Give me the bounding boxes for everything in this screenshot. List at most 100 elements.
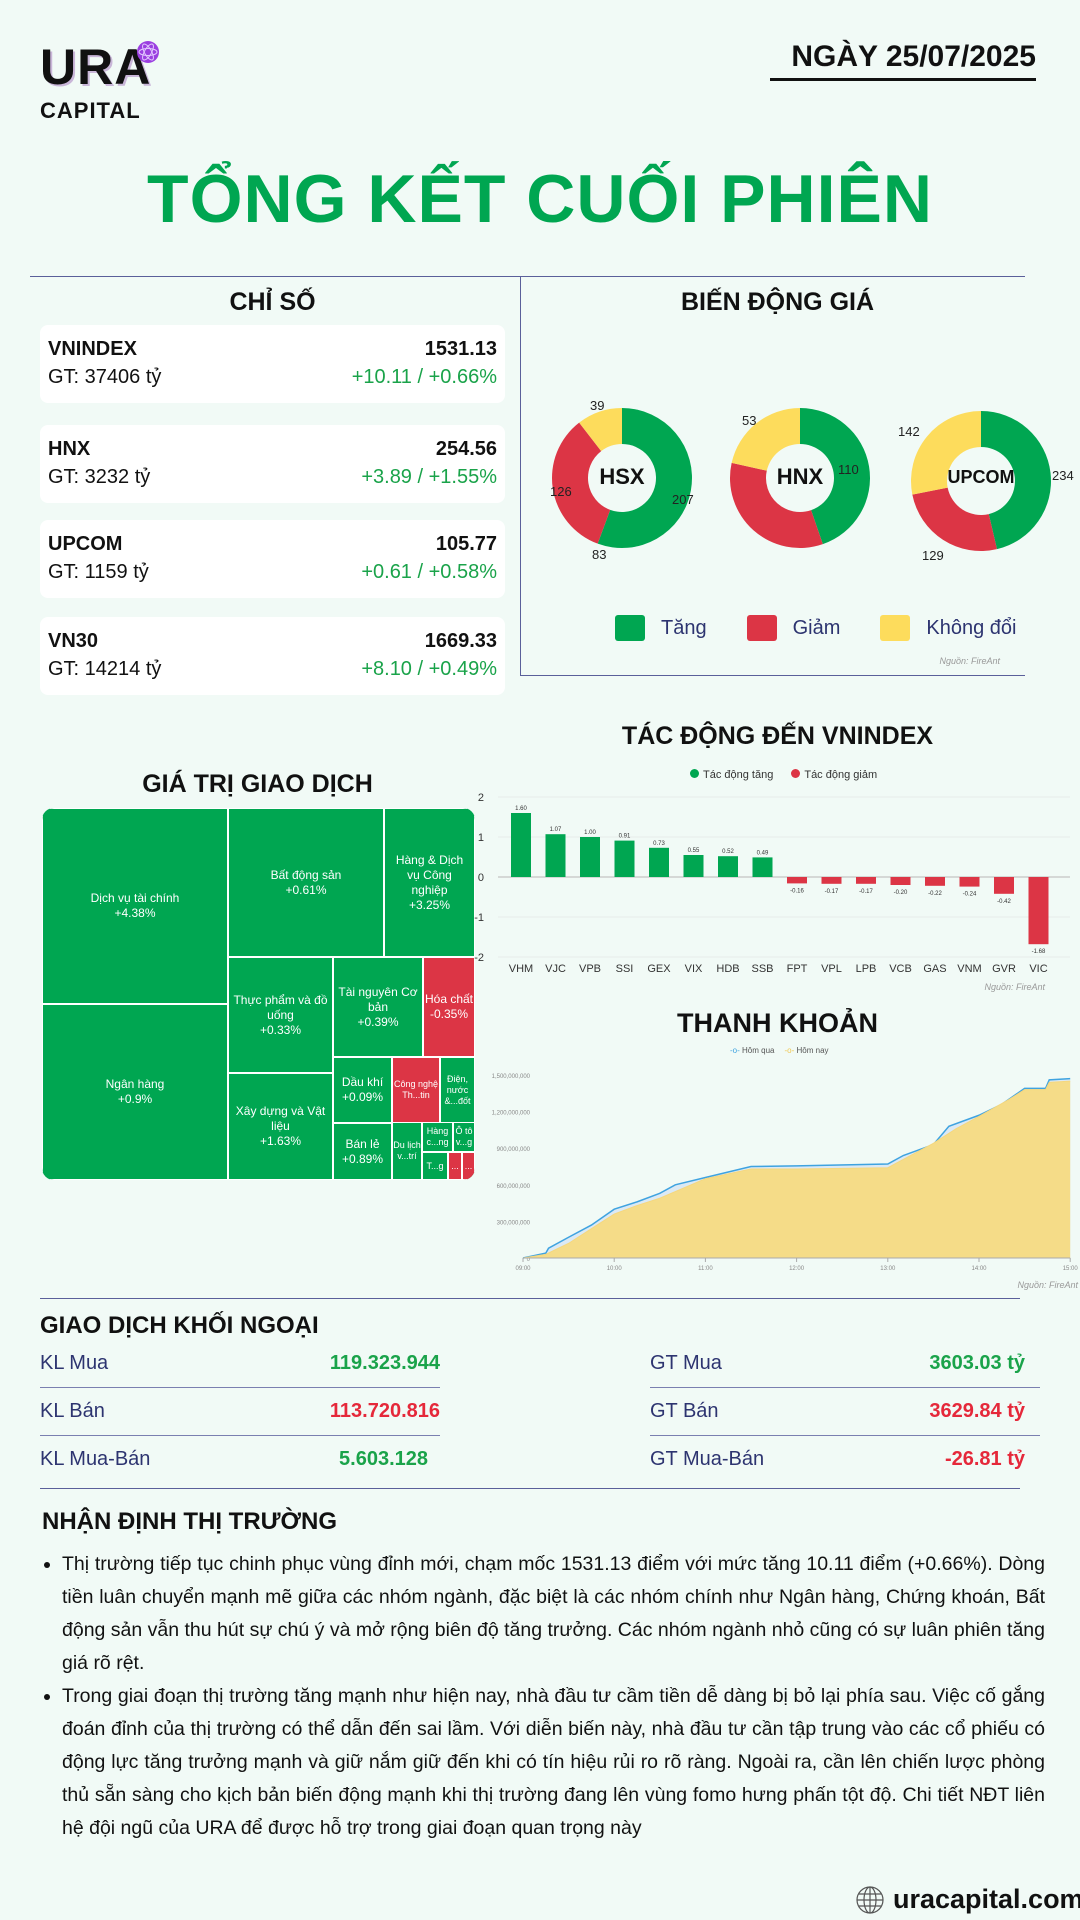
donut-slice-down bbox=[552, 422, 611, 544]
legend-down: Giảm bbox=[746, 615, 840, 641]
bar-value-label: 1.60 bbox=[515, 806, 527, 812]
index-card[interactable]: HNX 254.56 GT: 3232 tỷ +3.89 / +1.55% bbox=[40, 425, 505, 503]
index-change: +3.89 / +1.55% bbox=[361, 466, 497, 488]
x-category-label: LPB bbox=[856, 963, 877, 975]
treemap-cell[interactable]: Ngân hàng +0.9% bbox=[42, 1004, 228, 1180]
legend-yesterday: -o- Hôm qua bbox=[730, 1046, 775, 1055]
donut-value-label: 39 bbox=[590, 398, 605, 413]
index-row-top: HNX 254.56 bbox=[48, 435, 497, 463]
logo-subtext: CAPITAL bbox=[40, 98, 141, 123]
index-card[interactable]: UPCOM 105.77 GT: 1159 tỷ +0.61 / +0.58% bbox=[40, 520, 505, 598]
y-tick-label: 0 bbox=[478, 872, 484, 884]
bar-LPB bbox=[856, 877, 876, 884]
index-value: 254.56 bbox=[435, 438, 497, 460]
price-move-heading: BIẾN ĐỘNG GIÁ bbox=[680, 288, 875, 316]
treemap-cell[interactable]: Hàng & Dịch vụ Công nghiệp +3.25% bbox=[384, 808, 475, 957]
report-date: NGÀY 25/07/2025 bbox=[770, 40, 1036, 81]
divider bbox=[30, 276, 1025, 277]
y-tick-label: 0 bbox=[527, 1257, 531, 1263]
index-trading-value: GT: 37406 tỷ bbox=[48, 366, 162, 388]
bar-GVR bbox=[994, 877, 1014, 894]
legend-swatch bbox=[746, 615, 777, 641]
foreign-value: 3629.84 tỷ bbox=[929, 1400, 1025, 1422]
legend-swatch bbox=[880, 615, 911, 641]
index-name: VNINDEX bbox=[48, 338, 137, 360]
foreign-row: GT Bán 3629.84 tỷ bbox=[650, 1400, 1040, 1436]
index-trading-value: GT: 3232 tỷ bbox=[48, 466, 151, 488]
bar-value-label: 1.07 bbox=[550, 827, 562, 833]
divider bbox=[520, 276, 521, 676]
x-category-label: VIX bbox=[685, 963, 703, 975]
index-trading-value: GT: 14214 tỷ bbox=[48, 658, 162, 680]
foreign-row: KL Bán 113.720.816 bbox=[40, 1400, 440, 1436]
foreign-label: GT Bán bbox=[650, 1400, 719, 1422]
donut-center-label: HSX bbox=[599, 464, 645, 489]
logo-text: URA bbox=[40, 39, 152, 95]
donut-chart bbox=[911, 411, 1051, 551]
index-trading-value: GT: 1159 tỷ bbox=[48, 561, 149, 583]
index-row-bottom: GT: 1159 tỷ +0.61 / +0.58% bbox=[48, 558, 497, 586]
treemap-cell[interactable]: Hóa chất -0.35% bbox=[423, 957, 475, 1057]
foreign-label: KL Mua bbox=[40, 1352, 109, 1374]
treemap-cell[interactable]: Xây dựng và Vật liệu +1.63% bbox=[228, 1073, 333, 1180]
bar-FPT bbox=[787, 877, 807, 884]
x-tick-label: 12:00 bbox=[789, 1266, 805, 1272]
legend-label: Không đổi bbox=[926, 616, 1017, 639]
treemap-cell[interactable]: Hàng c...ng bbox=[422, 1122, 453, 1152]
index-card[interactable]: VN30 1669.33 GT: 14214 tỷ +8.10 / +0.49% bbox=[40, 617, 505, 695]
price-move-legend: Tăng Giảm Không đổi bbox=[615, 615, 1016, 641]
donut-slice-flat bbox=[911, 411, 981, 495]
treemap-cell[interactable]: Bán lẻ +0.89% bbox=[333, 1123, 392, 1180]
x-category-label: HDB bbox=[716, 963, 739, 975]
donut-value-label: 53 bbox=[742, 413, 757, 428]
legend-today: -o- Hôm nay bbox=[784, 1046, 829, 1055]
bar-value-label: -0.16 bbox=[790, 888, 804, 894]
treemap-cell[interactable]: ... bbox=[462, 1152, 475, 1180]
treemap-cell[interactable]: Dầu khí +0.09% bbox=[333, 1057, 392, 1123]
index-row-top: UPCOM 105.77 bbox=[48, 530, 497, 558]
outlook-heading: NHẬN ĐỊNH THỊ TRƯỜNG bbox=[42, 1508, 338, 1535]
donut-value-label: 110 bbox=[838, 462, 859, 477]
bar-value-label: -0.17 bbox=[825, 889, 839, 895]
donut-slice-up bbox=[597, 408, 692, 548]
donut-value-label: 142 bbox=[898, 424, 920, 439]
bar-SSB bbox=[752, 857, 773, 877]
outlook-bullet: Thị trường tiếp tục chinh phục vùng đỉnh… bbox=[62, 1548, 1045, 1680]
bar-value-label: 0.49 bbox=[757, 850, 769, 856]
globe-icon bbox=[856, 1886, 884, 1914]
liquidity-chart-title: THANH KHOẢN bbox=[677, 1008, 878, 1038]
foreign-value: 119.323.944 bbox=[329, 1352, 440, 1374]
bar-VNM bbox=[959, 877, 980, 887]
treemap-cell[interactable]: Dịch vụ tài chính +4.38% bbox=[42, 808, 228, 1004]
bar-value-label: 0.73 bbox=[653, 841, 665, 847]
bar-value-label: -1.68 bbox=[1032, 949, 1046, 955]
x-category-label: SSI bbox=[616, 963, 634, 975]
treemap-cell[interactable]: Du lịch v...trí bbox=[392, 1122, 422, 1180]
legend-dot bbox=[690, 769, 699, 778]
donut-value-label: 234 bbox=[1052, 468, 1074, 483]
index-change: +0.61 / +0.58% bbox=[361, 561, 497, 583]
y-tick-label: -2 bbox=[474, 952, 484, 964]
treemap-cell[interactable]: Điện, nước &...đốt bbox=[440, 1057, 475, 1123]
website-link[interactable]: uracapital.com bbox=[893, 1884, 1080, 1914]
bar-HDB bbox=[718, 856, 738, 877]
bar-SSI bbox=[614, 840, 635, 877]
treemap-cell[interactable]: T...g bbox=[422, 1152, 448, 1180]
treemap-cell[interactable]: Bất động sản +0.61% bbox=[228, 808, 384, 957]
outlook-bullet: Trong giai đoạn thị trường tăng mạnh như… bbox=[62, 1680, 1045, 1845]
treemap-cell[interactable]: Thực phẩm và đồ uống +0.33% bbox=[228, 957, 333, 1073]
liquidity-area-chart: 1,500,000,000 1,200,000,000 900,000,000 600… bbox=[492, 1074, 1079, 1272]
divider bbox=[520, 675, 1025, 676]
treemap-cell[interactable]: Tài nguyên Cơ bản +0.39% bbox=[333, 957, 423, 1057]
x-category-label: GVR bbox=[992, 963, 1016, 975]
line-today bbox=[522, 1080, 1071, 1259]
index-value: 1669.33 bbox=[424, 630, 497, 652]
treemap-cell[interactable]: Công nghệ Th...tin bbox=[392, 1057, 440, 1123]
treemap-cell[interactable]: Ô tô v...g bbox=[453, 1122, 475, 1152]
index-card[interactable]: VNINDEX 1531.13 GT: 37406 tỷ +10.11 / +0.66… bbox=[40, 325, 505, 403]
donut-value-label: 207 bbox=[672, 492, 694, 507]
index-name: UPCOM bbox=[48, 533, 123, 555]
index-row-bottom: GT: 14214 tỷ +8.10 / +0.49% bbox=[48, 655, 497, 683]
treemap-cell[interactable]: ... bbox=[448, 1152, 462, 1180]
donut-center-label: HNX bbox=[776, 464, 824, 489]
